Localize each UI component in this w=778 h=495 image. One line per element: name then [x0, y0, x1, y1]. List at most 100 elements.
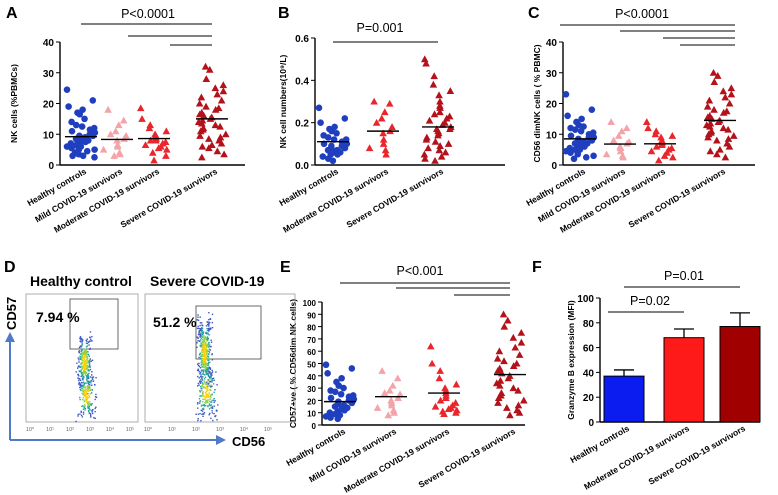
panel-a-data-point [150, 156, 158, 164]
flow-event-dot [87, 369, 90, 371]
flow-event-dot [82, 352, 85, 355]
flow-event-dot [87, 387, 89, 390]
flow-event-dot [78, 351, 81, 354]
panel-a-data-point [106, 130, 115, 138]
flow-event-dot [201, 408, 204, 411]
flow-event-dot [201, 413, 203, 416]
panel-f-category-label: Healthy controls [568, 423, 631, 465]
panel-e-ylabel: CD57+ve ( % CD56dim NK cells) [288, 299, 298, 428]
flow-event-dot [216, 384, 218, 386]
flow-event-dot [200, 395, 202, 397]
flow-event-dot [206, 401, 209, 404]
flow-event-dot [94, 407, 96, 410]
flow-event-dot [204, 342, 206, 345]
flow-event-dot [204, 365, 207, 367]
panel-e-data-point [509, 362, 518, 369]
flow-event-dot [82, 363, 84, 366]
flow-event-dot [89, 401, 91, 403]
flow-event-dot [79, 396, 81, 399]
flow-event-dot [77, 365, 80, 368]
panel-c-data-point [669, 153, 677, 161]
panel-a-data-point [196, 131, 204, 139]
panel-c-data-point [588, 106, 596, 113]
flow-event-dot [87, 367, 89, 369]
flow-right-gate [195, 305, 262, 360]
flow-event-dot [207, 363, 210, 365]
flow-event-dot [83, 394, 85, 396]
flow-event-dot [85, 396, 87, 399]
panel-e-y-tick-label: 20 [307, 397, 316, 406]
flow-event-dot [85, 365, 87, 367]
panel-e-data-point [426, 342, 435, 350]
panel-letter-d: D [4, 259, 16, 276]
flow-event-dot [91, 409, 93, 412]
flow-event-dot [81, 344, 83, 346]
panel-b-data-point [379, 129, 387, 137]
panel-a-data-point [104, 105, 112, 113]
panel-b-data-point [441, 148, 450, 156]
flow-event-dot [197, 419, 199, 422]
flow-event-dot [86, 362, 88, 364]
flow-event-dot [203, 358, 205, 360]
flow-event-dot [83, 364, 86, 366]
flow-event-dot [208, 367, 211, 369]
flow-event-dot [200, 332, 202, 334]
panel-b-data-point [435, 146, 444, 154]
flow-event-dot [81, 366, 84, 368]
flow-left-plot-frame [25, 293, 139, 423]
flow-event-dot [197, 364, 200, 367]
flow-event-dot [87, 381, 90, 384]
panel-a-data-point [120, 135, 128, 142]
panel-c-data-point [706, 122, 714, 130]
panel-b-data-point [372, 118, 381, 126]
panel-e-data-point [442, 394, 450, 401]
flow-event-dot [94, 396, 97, 398]
panel-a-y-tick-label: 10 [43, 130, 55, 141]
flow-event-dot [79, 379, 82, 382]
flow-event-dot [209, 318, 212, 320]
flow-event-dot [78, 350, 81, 352]
flow-event-dot [206, 367, 209, 369]
panel-c-data-point [567, 132, 575, 140]
flow-event-dot [86, 357, 89, 360]
flow-event-dot [203, 348, 205, 351]
flow-event-dot [79, 384, 81, 387]
flow-event-dot [95, 393, 97, 396]
flow-event-dot [81, 405, 83, 408]
flow-event-dot [84, 390, 87, 392]
panel-c-data-point [710, 78, 719, 86]
flow-event-dot [86, 345, 89, 347]
panel-b-data-point [317, 119, 324, 126]
panel-c-y-tick-label: 30 [546, 69, 558, 80]
panel-e-data-point [506, 411, 514, 419]
flow-event-dot [199, 400, 202, 402]
flow-event-dot [89, 384, 91, 386]
flow-event-dot [200, 405, 203, 407]
flow-event-dot [212, 377, 215, 380]
flow-event-dot [85, 372, 87, 375]
flow-event-dot [211, 374, 213, 376]
flow-event-dot [204, 354, 206, 356]
flow-event-dot [211, 326, 214, 329]
flow-left-tick-label: 10⁴ [106, 426, 115, 433]
flow-event-dot [206, 343, 208, 345]
flow-event-dot [86, 373, 89, 376]
flow-event-dot [87, 390, 89, 392]
flow-event-dot [209, 378, 211, 380]
panel-b-data-point [429, 80, 438, 88]
flow-event-dot [81, 390, 84, 392]
flow-event-dot [86, 393, 89, 395]
flow-event-dot [215, 371, 217, 373]
flow-event-dot [89, 409, 91, 411]
flow-event-dot [202, 361, 204, 363]
flow-event-dot [205, 349, 207, 351]
panel-f-y-tick-label: 40 [583, 368, 595, 379]
flow-event-dot [88, 381, 91, 384]
flow-event-dot [201, 360, 203, 362]
flow-event-dot [211, 399, 213, 402]
flow-event-dot [200, 357, 203, 359]
flow-event-dot [86, 375, 88, 377]
flow-event-dot [85, 339, 87, 342]
flow-event-dot [79, 355, 81, 357]
flow-event-dot [208, 395, 210, 398]
